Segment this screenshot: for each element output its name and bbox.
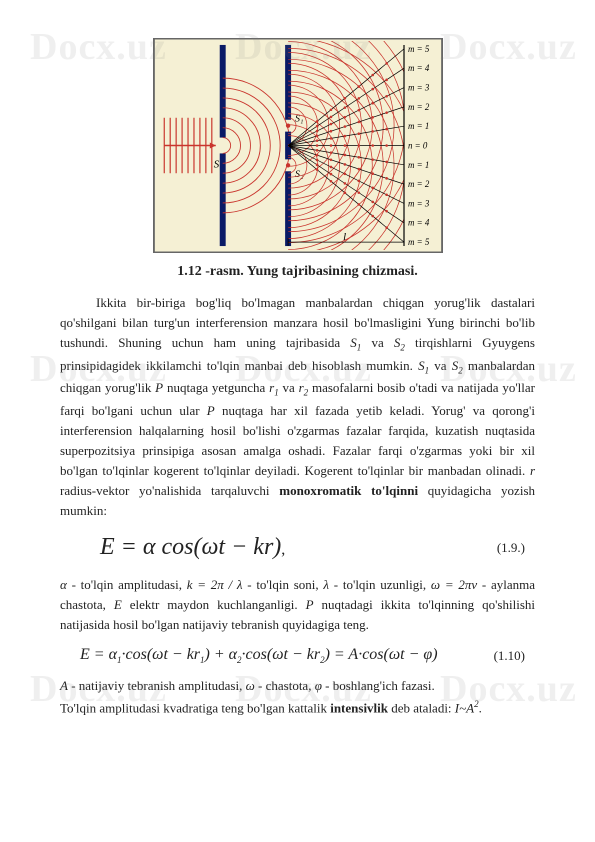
svg-text:m = 3: m = 3 bbox=[407, 83, 429, 93]
svg-text:m = 5: m = 5 bbox=[407, 237, 429, 247]
svg-text:S₂: S₂ bbox=[295, 169, 304, 180]
math-p3: P bbox=[306, 597, 314, 612]
svg-text:S: S bbox=[213, 158, 219, 170]
text: deb ataladi: bbox=[388, 701, 455, 716]
svg-text:m = 3: m = 3 bbox=[407, 198, 429, 208]
paragraph-1: Ikkita bir-biriga bog'liq bo'lmagan manb… bbox=[60, 293, 535, 522]
figure-caption: 1.12 -rasm. Yung tajribasining chizmasi. bbox=[60, 261, 535, 283]
figure-container: SS₁S₂m = 5m = 4m = 3m = 2m = 1n = 0m = 1… bbox=[60, 38, 535, 253]
bold-term: monoxromatik to'lqinni bbox=[279, 483, 418, 498]
text: nuqtaga yetguncha bbox=[163, 380, 269, 395]
text: - chastota, bbox=[255, 678, 315, 693]
math-r: r bbox=[530, 463, 535, 478]
math-p: P bbox=[155, 380, 163, 395]
math-k: k = 2π / λ bbox=[187, 577, 243, 592]
eq2-formula: E = α1·cos(ωt − kr1) + α2·cos(ωt − kr2) … bbox=[80, 643, 438, 668]
text: radius-vektor yo'nalishida tarqaluvchi bbox=[60, 483, 279, 498]
math-alpha: α bbox=[60, 577, 67, 592]
text: - to'lqin amplitudasi, bbox=[67, 577, 187, 592]
text: va bbox=[361, 335, 394, 350]
svg-text:m = 4: m = 4 bbox=[407, 218, 429, 228]
math-intensity: I~A bbox=[455, 701, 474, 716]
text: - boshlang'ich fazasi. bbox=[322, 678, 435, 693]
math-e: E bbox=[114, 597, 122, 612]
svg-text:m = 1: m = 1 bbox=[407, 160, 428, 170]
equation-1: E = α cos(ωt − kr), (1.9.) bbox=[100, 529, 535, 566]
text: . bbox=[479, 701, 482, 716]
svg-text:m = 2: m = 2 bbox=[407, 179, 429, 189]
text: elektr maydon kuchlanganligi. bbox=[122, 597, 306, 612]
svg-text:m = 4: m = 4 bbox=[407, 63, 429, 73]
math-omega: ω = 2πν bbox=[431, 577, 477, 592]
eq1-formula: E = α cos(ωt − kr), bbox=[100, 529, 285, 566]
text: To'lqin amplitudasi kvadratiga teng bo'l… bbox=[60, 701, 330, 716]
eq1-number: (1.9.) bbox=[497, 538, 525, 558]
text: - natijaviy tebranish amplitudasi, bbox=[68, 678, 246, 693]
svg-text:l: l bbox=[343, 231, 346, 243]
math-omega2: ω bbox=[246, 678, 255, 693]
math-a: A bbox=[60, 678, 68, 693]
diffraction-diagram: SS₁S₂m = 5m = 4m = 3m = 2m = 1n = 0m = 1… bbox=[153, 38, 443, 253]
eq2-number: (1.10) bbox=[494, 646, 525, 666]
text: va bbox=[279, 380, 299, 395]
bold-term-2: intensivlik bbox=[330, 701, 388, 716]
equation-2: E = α1·cos(ωt − kr1) + α2·cos(ωt − kr2) … bbox=[80, 643, 535, 668]
math-phi: φ bbox=[315, 678, 322, 693]
text: - to'lqin soni, bbox=[243, 577, 324, 592]
text: va bbox=[429, 358, 452, 373]
paragraph-3: A - natijaviy tebranish amplitudasi, ω -… bbox=[60, 676, 535, 696]
svg-text:m = 2: m = 2 bbox=[407, 102, 429, 112]
svg-text:m = 5: m = 5 bbox=[407, 44, 429, 54]
paragraph-4: To'lqin amplitudasi kvadratiga teng bo'l… bbox=[60, 698, 535, 718]
paragraph-2: α - to'lqin amplitudasi, k = 2π / λ - to… bbox=[60, 575, 535, 635]
svg-text:n = 0: n = 0 bbox=[407, 140, 427, 150]
math-p2: P bbox=[207, 403, 215, 418]
text: - to'lqin uzunligi, bbox=[329, 577, 431, 592]
svg-text:m = 1: m = 1 bbox=[407, 121, 428, 131]
